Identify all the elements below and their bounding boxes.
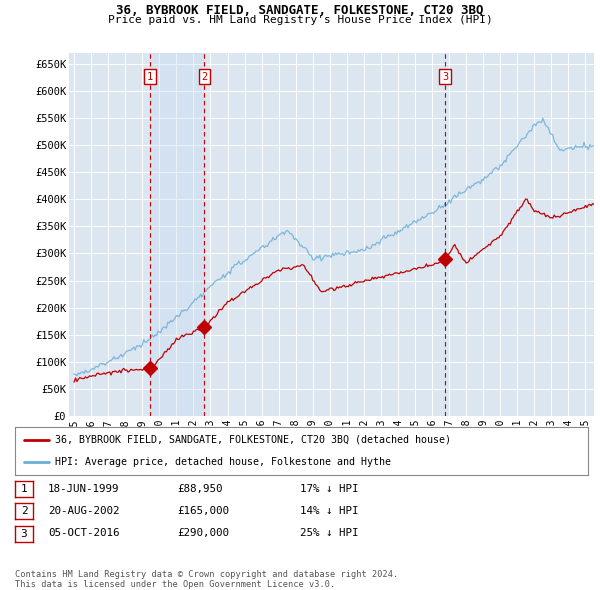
- Text: 2: 2: [201, 72, 208, 81]
- Text: 20-AUG-2002: 20-AUG-2002: [48, 506, 119, 516]
- Text: 3: 3: [20, 529, 28, 539]
- Bar: [150, 53, 205, 416]
- Text: HPI: Average price, detached house, Folkestone and Hythe: HPI: Average price, detached house, Folk…: [55, 457, 391, 467]
- Text: 2: 2: [20, 506, 28, 516]
- Text: 1: 1: [147, 72, 153, 81]
- Text: 25% ↓ HPI: 25% ↓ HPI: [300, 529, 359, 538]
- Text: 17% ↓ HPI: 17% ↓ HPI: [300, 484, 359, 493]
- Text: Price paid vs. HM Land Registry's House Price Index (HPI): Price paid vs. HM Land Registry's House …: [107, 15, 493, 25]
- Text: 14% ↓ HPI: 14% ↓ HPI: [300, 506, 359, 516]
- Text: Contains HM Land Registry data © Crown copyright and database right 2024.
This d: Contains HM Land Registry data © Crown c…: [15, 570, 398, 589]
- Text: £88,950: £88,950: [177, 484, 223, 493]
- Text: 1: 1: [20, 484, 28, 494]
- Text: 36, BYBROOK FIELD, SANDGATE, FOLKESTONE, CT20 3BQ: 36, BYBROOK FIELD, SANDGATE, FOLKESTONE,…: [116, 4, 484, 17]
- Text: 05-OCT-2016: 05-OCT-2016: [48, 529, 119, 538]
- Text: 18-JUN-1999: 18-JUN-1999: [48, 484, 119, 493]
- Text: £290,000: £290,000: [177, 529, 229, 538]
- Text: £165,000: £165,000: [177, 506, 229, 516]
- Text: 3: 3: [442, 72, 448, 81]
- Text: 36, BYBROOK FIELD, SANDGATE, FOLKESTONE, CT20 3BQ (detached house): 36, BYBROOK FIELD, SANDGATE, FOLKESTONE,…: [55, 435, 451, 445]
